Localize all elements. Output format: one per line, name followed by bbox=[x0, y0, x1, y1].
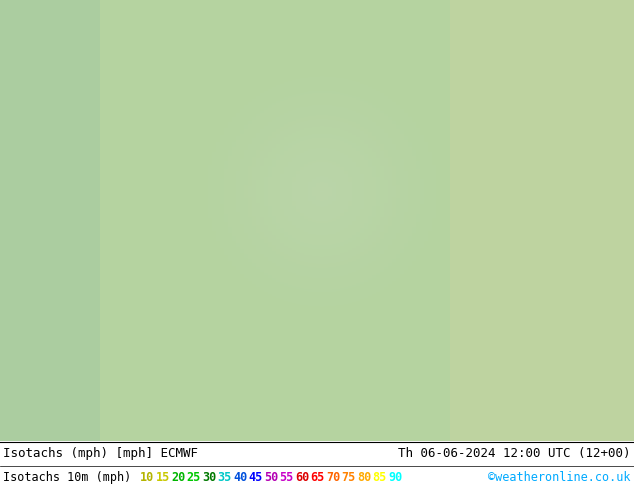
Text: ©weatheronline.co.uk: ©weatheronline.co.uk bbox=[489, 471, 631, 484]
Text: 90: 90 bbox=[388, 471, 402, 484]
Text: 25: 25 bbox=[186, 471, 201, 484]
Text: 45: 45 bbox=[249, 471, 262, 484]
Text: 20: 20 bbox=[171, 471, 185, 484]
Text: 70: 70 bbox=[326, 471, 340, 484]
Text: 65: 65 bbox=[311, 471, 325, 484]
Text: Isotachs 10m (mph): Isotachs 10m (mph) bbox=[3, 471, 131, 484]
Text: Isotachs (mph) [mph] ECMWF: Isotachs (mph) [mph] ECMWF bbox=[3, 447, 198, 460]
Text: 30: 30 bbox=[202, 471, 216, 484]
Text: 80: 80 bbox=[357, 471, 372, 484]
Text: 15: 15 bbox=[155, 471, 170, 484]
Text: 50: 50 bbox=[264, 471, 278, 484]
Text: 75: 75 bbox=[342, 471, 356, 484]
Text: 10: 10 bbox=[140, 471, 154, 484]
Text: 60: 60 bbox=[295, 471, 309, 484]
Text: 35: 35 bbox=[217, 471, 232, 484]
Text: Th 06-06-2024 12:00 UTC (12+00): Th 06-06-2024 12:00 UTC (12+00) bbox=[399, 447, 631, 460]
Text: 85: 85 bbox=[373, 471, 387, 484]
Text: 55: 55 bbox=[280, 471, 294, 484]
Text: 40: 40 bbox=[233, 471, 247, 484]
